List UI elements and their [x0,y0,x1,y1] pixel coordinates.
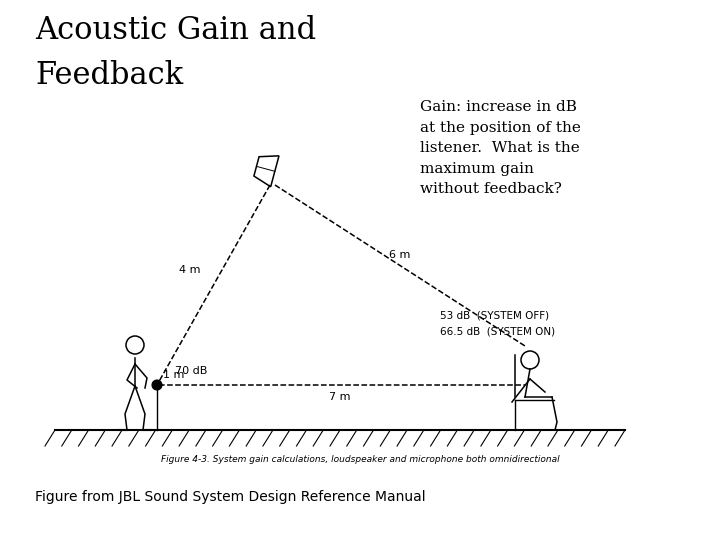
Text: 70 dB: 70 dB [175,366,207,376]
Text: 66.5 dB  (SYSTEM ON): 66.5 dB (SYSTEM ON) [440,327,555,337]
Text: 6 m: 6 m [390,250,410,260]
Text: 7 m: 7 m [329,392,351,402]
Text: Figure from JBL Sound System Design Reference Manual: Figure from JBL Sound System Design Refe… [35,490,426,504]
Text: Figure 4-3. System gain calculations, loudspeaker and microphone both omnidirect: Figure 4-3. System gain calculations, lo… [161,455,559,464]
Text: Acoustic Gain and: Acoustic Gain and [35,15,316,46]
Text: Feedback: Feedback [35,60,183,91]
Text: 4 m: 4 m [179,265,201,275]
Text: 53 dB  (SYSTEM OFF): 53 dB (SYSTEM OFF) [440,310,549,320]
Circle shape [152,380,162,390]
Text: Gain: increase in dB
at the position of the
listener.  What is the
maximum gain
: Gain: increase in dB at the position of … [420,100,581,197]
Text: 1 m: 1 m [163,370,184,380]
